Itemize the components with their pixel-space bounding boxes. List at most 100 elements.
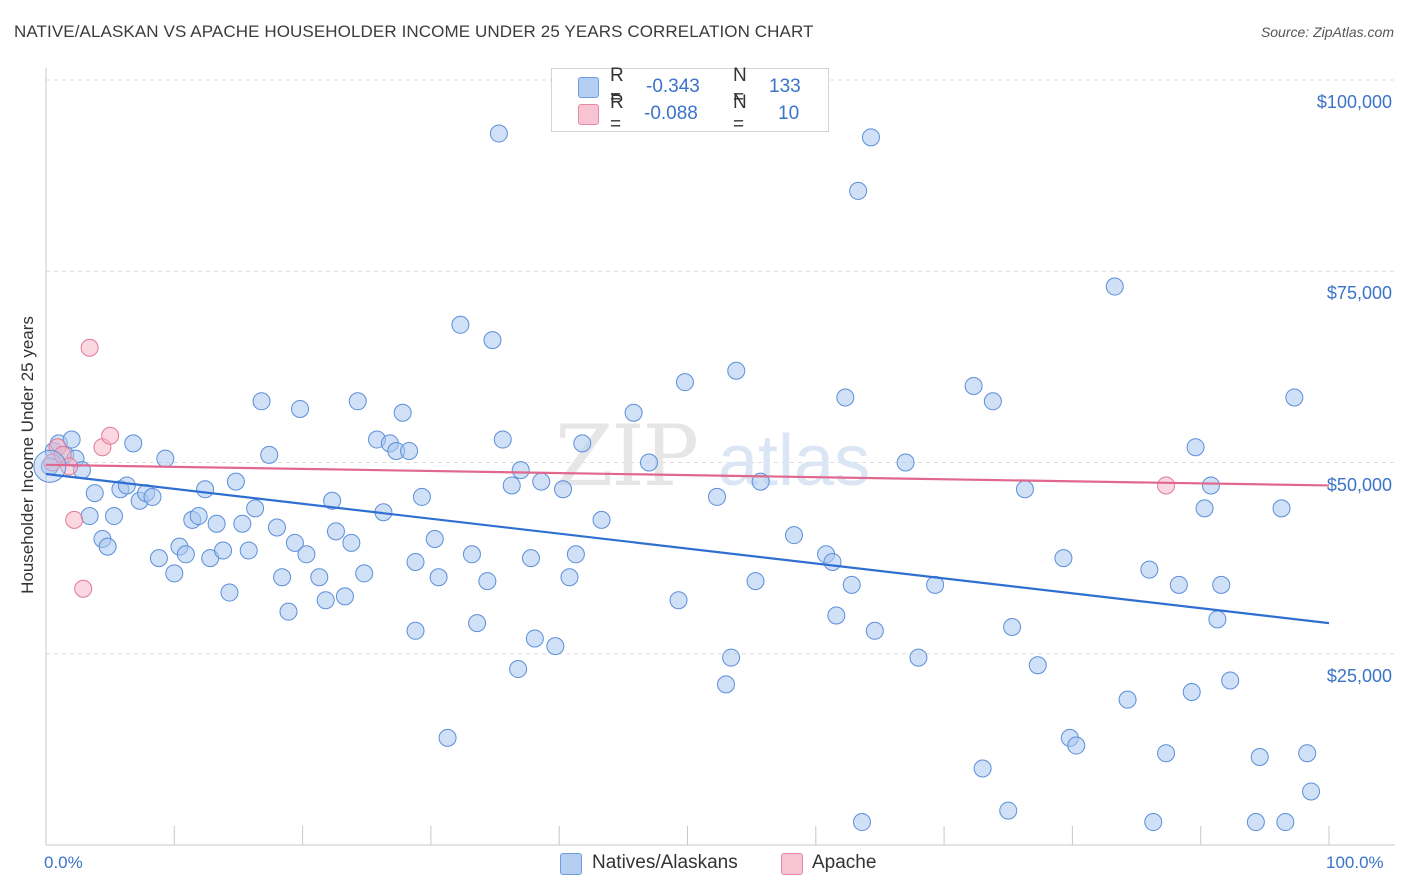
native-point [852, 813, 871, 832]
native-point [438, 728, 457, 747]
bottom-legend-natives: Natives/Alaskans [592, 852, 738, 873]
native-point [532, 472, 551, 491]
native-point [478, 572, 497, 591]
native-point [554, 480, 573, 499]
native-point [176, 545, 195, 564]
native-point [1105, 277, 1124, 296]
native-point [1302, 782, 1321, 801]
native-point [546, 637, 565, 656]
native-point [1028, 656, 1047, 675]
native-point [511, 461, 530, 480]
native-point [355, 564, 374, 583]
native-point [1276, 813, 1295, 832]
native-point [104, 507, 123, 526]
native-point-cluster [33, 449, 67, 483]
native-point [1054, 549, 1073, 568]
native-point [189, 507, 208, 526]
native-point [98, 537, 117, 556]
native-point [836, 388, 855, 407]
legend-n-label: N = [733, 65, 747, 108]
native-point [156, 449, 175, 468]
native-point [827, 606, 846, 625]
native-point [1144, 813, 1163, 832]
native-point [999, 801, 1018, 820]
native-point [708, 487, 727, 506]
native-point [239, 541, 258, 560]
apache-trend-line [45, 463, 1330, 487]
native-point [1246, 813, 1265, 832]
native-point [323, 491, 342, 510]
native-point [849, 181, 868, 200]
bottom-legend-swatch-apache [781, 853, 803, 875]
native-point [566, 545, 585, 564]
native-point [143, 487, 162, 506]
native-point [207, 514, 226, 533]
native-point [1118, 690, 1137, 709]
apache-point [74, 579, 93, 598]
native-point [973, 759, 992, 778]
native-point [1182, 683, 1201, 701]
native-point [1140, 560, 1159, 579]
apache-point [80, 338, 99, 357]
native-point [1003, 617, 1022, 636]
native-point [624, 403, 643, 422]
native-point [1157, 744, 1176, 763]
apache-point [65, 510, 84, 529]
native-point [220, 583, 239, 602]
native-trend-line [45, 472, 1330, 625]
native-point [342, 533, 361, 552]
native-point [896, 453, 915, 472]
native-point [1212, 575, 1231, 594]
native-point [62, 430, 81, 449]
native-point [1272, 499, 1291, 518]
watermark: ZIP atlas [555, 407, 870, 505]
native-point [348, 392, 367, 411]
native-point [310, 568, 329, 587]
native-point [425, 530, 444, 548]
x-tick-label-0: 0.0% [44, 853, 83, 872]
native-point [406, 621, 425, 640]
native-point [675, 373, 694, 392]
native-point [525, 629, 544, 648]
y-tick-label: $25,000 [1326, 665, 1392, 686]
native-point [267, 518, 286, 537]
native-point [1208, 610, 1227, 629]
native-point [468, 614, 487, 633]
native-point [842, 575, 861, 594]
native-point [233, 514, 252, 533]
x-tick-label-1: 100.0% [1326, 853, 1384, 872]
bottom-legend-apache: Apache [812, 852, 877, 873]
native-point [1067, 736, 1086, 755]
chart-title: NATIVE/ALASKAN VS APACHE HOUSEHOLDER INC… [14, 22, 814, 41]
native-point [246, 499, 265, 518]
native-point [260, 445, 279, 464]
legend-n-label: N = [733, 92, 747, 135]
native-point [1285, 388, 1304, 407]
native-point [291, 399, 310, 418]
native-point [983, 392, 1002, 411]
native-point [285, 533, 304, 552]
native-point [462, 545, 481, 564]
native-point [573, 434, 592, 453]
y-tick-label: $75,000 [1326, 283, 1392, 304]
native-point [784, 526, 803, 545]
native-point [560, 568, 579, 587]
native-point [1250, 748, 1269, 767]
native-point [297, 545, 316, 564]
apache-point [101, 426, 120, 445]
native-point [429, 568, 448, 587]
native-point [214, 541, 233, 560]
native-point [746, 572, 765, 591]
legend-r-value-natives: -0.343 [646, 76, 700, 97]
native-point [335, 587, 354, 606]
native-point [1169, 575, 1188, 594]
native-point [489, 124, 508, 143]
native-point [1221, 671, 1240, 690]
native-point [393, 403, 412, 422]
native-point [279, 602, 298, 621]
native-point [406, 552, 425, 571]
native-point [592, 510, 611, 529]
native-point [1015, 480, 1034, 499]
native-point [400, 442, 419, 461]
